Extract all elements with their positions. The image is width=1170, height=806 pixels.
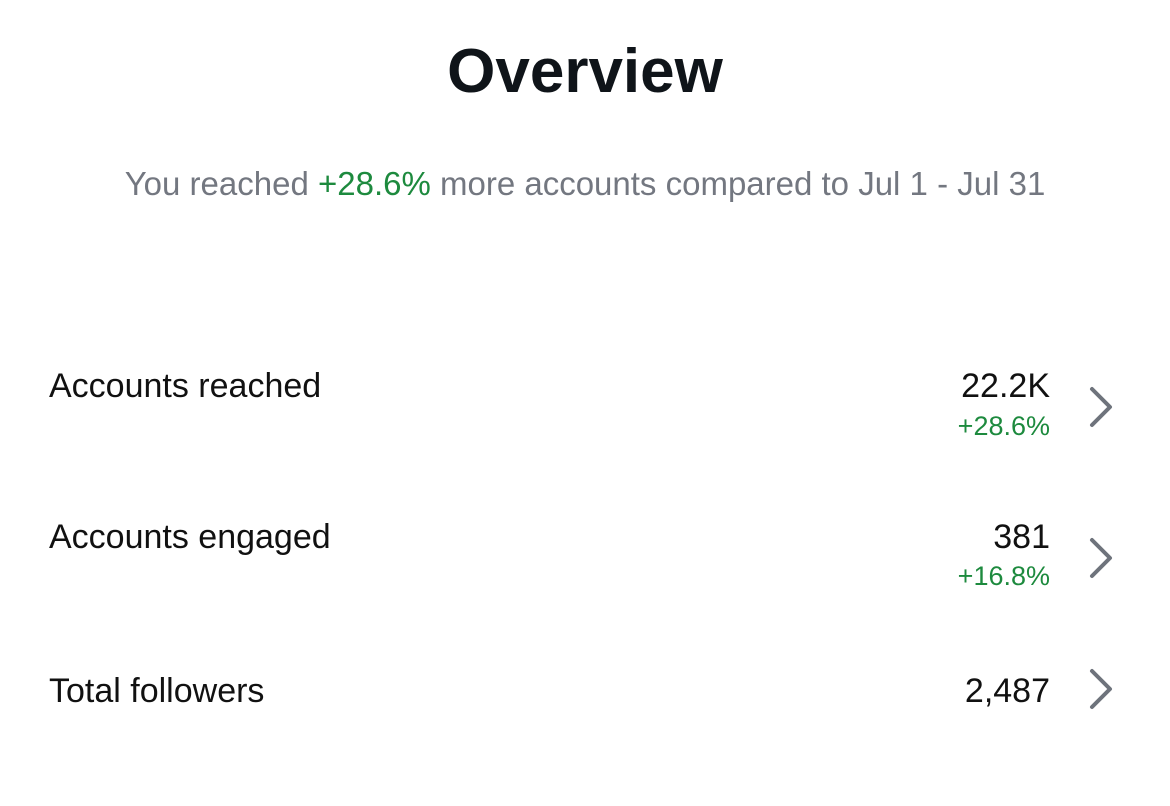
metric-label: Accounts reached [49,367,322,405]
chevron-right-icon[interactable] [1086,536,1116,580]
metric-change: +28.6% [957,411,1050,441]
summary-suffix: more accounts compared to Jul 1 - Jul 31 [430,165,1046,202]
metric-value: 22.2K [961,367,1050,405]
summary-prefix: You reached [124,165,318,202]
page-title: Overview [447,37,723,106]
metric-label: Accounts engaged [49,518,331,556]
metric-row-accounts-engaged[interactable]: Accounts engaged 381 +16.8% [0,501,1170,611]
chevron-right-icon[interactable] [1086,667,1116,711]
metric-value: 2,487 [964,672,1050,710]
chevron-right-icon[interactable] [1086,385,1116,429]
metric-row-accounts-reached[interactable]: Accounts reached 22.2K +28.6% [0,350,1170,460]
reach-summary: You reached +28.6% more accounts compare… [100,162,1070,205]
summary-change: +28.6% [317,165,431,202]
metric-change: +16.8% [957,561,1050,591]
metric-row-total-followers[interactable]: Total followers 2,487 [0,655,1170,765]
metric-label: Total followers [49,672,265,710]
metric-value: 381 [993,518,1050,556]
